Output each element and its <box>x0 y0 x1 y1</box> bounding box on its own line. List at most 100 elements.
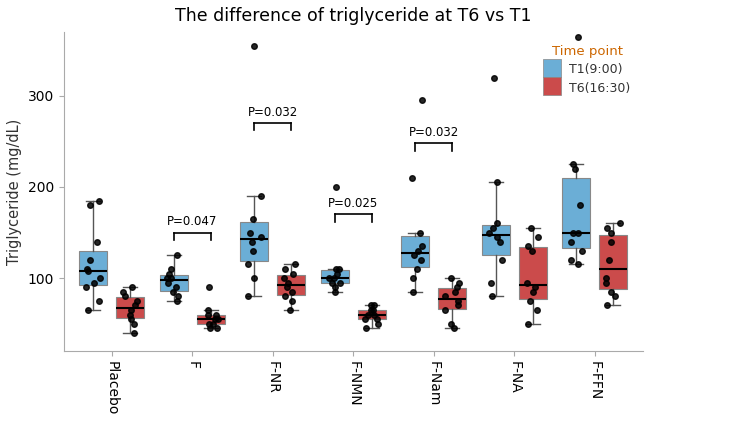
Text: P=0.025: P=0.025 <box>328 197 379 210</box>
Point <box>329 284 341 291</box>
Point <box>285 298 297 304</box>
Point <box>81 265 93 272</box>
Point <box>483 229 495 236</box>
Point <box>167 288 179 295</box>
Point <box>368 302 379 309</box>
Point <box>129 302 141 309</box>
Point <box>526 247 538 254</box>
Text: P=0.047: P=0.047 <box>167 215 217 228</box>
Point <box>359 316 371 322</box>
Point <box>567 229 579 236</box>
Point <box>452 298 464 304</box>
Point <box>204 325 216 332</box>
PathPatch shape <box>482 225 509 255</box>
Point <box>171 252 183 259</box>
Point <box>282 279 294 286</box>
Point <box>330 265 342 272</box>
Point <box>412 247 424 254</box>
Point <box>522 320 534 327</box>
Point <box>93 298 105 304</box>
Text: P=0.032: P=0.032 <box>409 126 459 139</box>
Point <box>333 265 345 272</box>
Point <box>212 316 224 322</box>
Point <box>609 293 621 300</box>
Point <box>288 270 300 277</box>
Point <box>117 288 129 295</box>
Point <box>247 247 259 254</box>
Point <box>88 279 100 286</box>
Point <box>409 252 421 259</box>
Point <box>279 293 291 300</box>
Point <box>126 284 138 291</box>
Point <box>406 288 418 295</box>
Point <box>84 202 96 208</box>
Point <box>491 179 503 186</box>
Point <box>247 238 258 245</box>
Point <box>572 33 584 40</box>
Point <box>170 284 182 291</box>
Point <box>371 316 383 322</box>
Point <box>451 284 463 291</box>
Point <box>601 302 613 309</box>
Point <box>82 306 94 313</box>
Point <box>529 284 541 291</box>
PathPatch shape <box>401 236 430 267</box>
Point <box>84 257 96 263</box>
Point <box>453 279 465 286</box>
PathPatch shape <box>196 314 225 324</box>
PathPatch shape <box>277 275 306 295</box>
PathPatch shape <box>320 270 349 283</box>
PathPatch shape <box>117 298 144 318</box>
Point <box>533 234 545 241</box>
Point <box>406 275 418 281</box>
Point <box>449 288 461 295</box>
Point <box>488 74 500 81</box>
Point <box>247 216 259 222</box>
Point <box>128 329 140 336</box>
Point <box>415 229 427 236</box>
Point <box>282 284 294 291</box>
Point <box>416 97 428 104</box>
Point <box>326 279 338 286</box>
Point <box>365 302 377 309</box>
Point <box>522 243 534 249</box>
Point <box>448 325 460 332</box>
Point <box>165 265 177 272</box>
Point <box>604 288 616 295</box>
Point <box>572 229 584 236</box>
Point <box>93 197 105 204</box>
Point <box>165 275 177 281</box>
Point <box>203 284 215 291</box>
Legend: T1(9:00), T6(16:30): T1(9:00), T6(16:30) <box>538 38 636 101</box>
Point <box>453 302 465 309</box>
Point <box>335 279 347 286</box>
Point <box>94 275 106 281</box>
Point <box>494 238 506 245</box>
Point <box>202 306 214 313</box>
Y-axis label: Triglyceride (mg/dL): Triglyceride (mg/dL) <box>7 119 22 265</box>
Point <box>81 284 93 291</box>
Point <box>531 306 543 313</box>
Point <box>120 293 131 300</box>
PathPatch shape <box>562 178 590 249</box>
Point <box>329 288 341 295</box>
Point <box>91 238 103 245</box>
Point <box>125 306 137 313</box>
Title: The difference of triglyceride at T6 vs T1: The difference of triglyceride at T6 vs … <box>175 7 532 25</box>
Point <box>244 229 255 236</box>
Point <box>131 298 143 304</box>
Point <box>323 275 335 281</box>
Point <box>279 275 291 281</box>
Point <box>163 270 175 277</box>
Point <box>439 306 451 313</box>
Point <box>600 279 612 286</box>
Point <box>125 316 137 322</box>
Point <box>211 325 223 332</box>
Point <box>362 311 374 318</box>
Point <box>242 261 254 268</box>
Point <box>496 257 508 263</box>
Point <box>574 202 586 208</box>
Point <box>601 225 613 231</box>
Point <box>207 320 219 327</box>
Point <box>279 265 291 272</box>
